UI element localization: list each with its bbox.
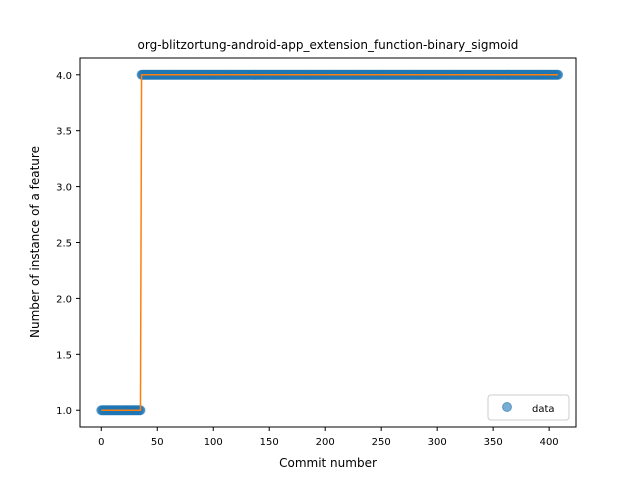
y-tick-label: 2.5 xyxy=(56,239,72,250)
chart-title: org-blitzortung-android-app_extension_fu… xyxy=(138,38,519,52)
y-tick-label: 3.0 xyxy=(56,183,72,194)
y-tick-label: 1.0 xyxy=(56,406,72,417)
x-tick-label: 300 xyxy=(428,437,447,448)
legend-box xyxy=(487,394,570,421)
axes-layer: 0 50 100 150 200 250 300 350 400 1.0 1.5 2.0 2.5 3.0 3… xyxy=(56,71,559,448)
legend-label: data xyxy=(532,404,555,415)
legend-marker xyxy=(502,402,512,412)
y-axis-label: Number of instance of a feature xyxy=(28,146,42,338)
y-tick-label: 3.5 xyxy=(56,127,72,138)
y-tick-label: 2.0 xyxy=(56,294,72,305)
x-tick-label: 350 xyxy=(484,437,503,448)
legend: data xyxy=(487,394,570,421)
x-tick-label: 150 xyxy=(260,437,279,448)
y-tick-label: 4.0 xyxy=(56,71,72,82)
x-tick-label: 100 xyxy=(204,437,223,448)
x-tick-label: 200 xyxy=(316,437,335,448)
x-tick-label: 50 xyxy=(151,437,164,448)
x-tick-label: 0 xyxy=(98,437,104,448)
y-tick-label: 1.5 xyxy=(56,350,72,361)
x-tick-label: 400 xyxy=(540,437,559,448)
fit-line xyxy=(101,74,559,411)
x-axis-label: Commit number xyxy=(279,456,377,470)
plot-layer xyxy=(96,69,564,416)
x-tick-label: 250 xyxy=(372,437,391,448)
